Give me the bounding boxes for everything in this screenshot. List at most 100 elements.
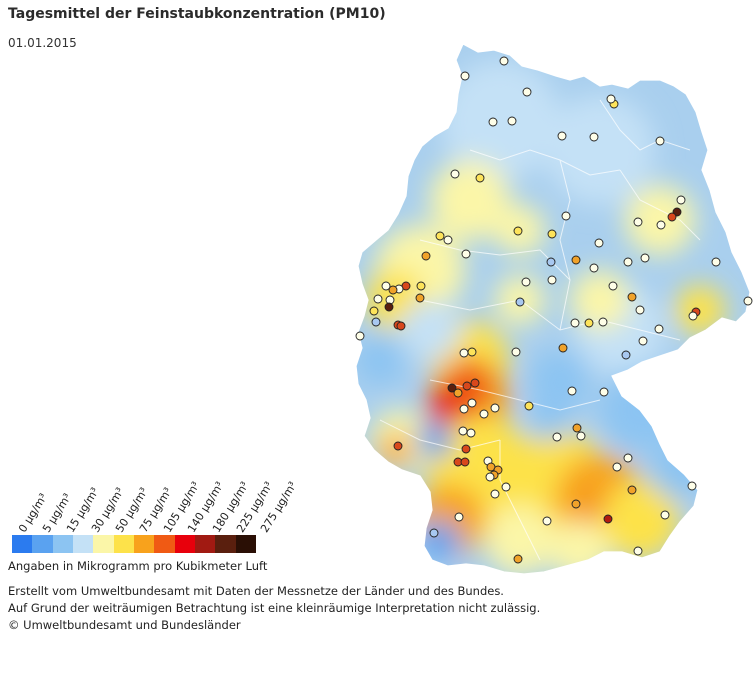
measuring-station-marker bbox=[638, 336, 648, 346]
measuring-station-marker bbox=[627, 485, 637, 495]
measuring-station-marker bbox=[461, 444, 471, 454]
measuring-station-marker bbox=[567, 386, 577, 396]
measuring-station-marker bbox=[435, 231, 445, 241]
measuring-station-marker bbox=[656, 220, 666, 230]
measuring-station-marker bbox=[429, 528, 439, 538]
measuring-station-marker bbox=[381, 281, 391, 291]
measuring-station-marker bbox=[572, 423, 582, 433]
measuring-station-marker bbox=[450, 169, 460, 179]
measuring-station-marker bbox=[459, 348, 469, 358]
measuring-station-marker bbox=[633, 217, 643, 227]
measuring-station-marker bbox=[623, 257, 633, 267]
measuring-station-marker bbox=[547, 275, 557, 285]
measuring-station-marker bbox=[475, 173, 485, 183]
measuring-station-marker bbox=[499, 56, 509, 66]
measuring-station-marker bbox=[561, 211, 571, 221]
measuring-station-marker bbox=[355, 331, 365, 341]
measuring-station-marker bbox=[466, 428, 476, 438]
map-title: Tagesmittel der Feinstaubkonzentration (… bbox=[8, 6, 386, 22]
measuring-station-marker bbox=[460, 71, 470, 81]
measuring-station-marker bbox=[373, 294, 383, 304]
legend-color-bar bbox=[12, 535, 256, 553]
measuring-station-marker bbox=[454, 512, 464, 522]
measuring-station-marker bbox=[421, 251, 431, 261]
measuring-station-marker bbox=[460, 457, 470, 467]
measuring-station-marker bbox=[416, 281, 426, 291]
measuring-station-marker bbox=[546, 257, 556, 267]
measuring-station-marker bbox=[606, 94, 616, 104]
legend-color-swatch bbox=[194, 535, 216, 553]
measuring-station-marker bbox=[676, 195, 686, 205]
measuring-station-marker bbox=[603, 514, 613, 524]
measuring-station-marker bbox=[627, 292, 637, 302]
measuring-station-marker bbox=[396, 321, 406, 331]
measuring-station-marker bbox=[612, 462, 622, 472]
measuring-station-marker bbox=[711, 257, 721, 267]
measuring-station-marker bbox=[655, 136, 665, 146]
measuring-station-marker bbox=[443, 235, 453, 245]
measuring-station-marker bbox=[608, 281, 618, 291]
measuring-station-marker bbox=[470, 378, 480, 388]
legend-tick-labels: 0 µg/m³ 5 µg/m³ 15 µg/m³ 30 µg/m³ 50 µg/m³ 75… bbox=[0, 0, 300, 560]
measuring-station-marker bbox=[660, 510, 670, 520]
measuring-station-marker bbox=[485, 472, 495, 482]
measuring-station-marker bbox=[547, 229, 557, 239]
legend-color-swatch bbox=[154, 535, 175, 553]
measuring-station-marker bbox=[507, 116, 517, 126]
measuring-station-marker bbox=[633, 546, 643, 556]
legend-color-swatch bbox=[174, 535, 195, 553]
footer-line-copyright: © Umweltbundesamt und Bundesländer bbox=[8, 618, 241, 632]
measuring-station-marker bbox=[524, 401, 534, 411]
measuring-station-marker bbox=[743, 296, 753, 306]
measuring-station-marker bbox=[594, 238, 604, 248]
measuring-station-marker bbox=[571, 255, 581, 265]
footer-line-disclaimer: Auf Grund der weiträumigen Betrachtung i… bbox=[8, 601, 541, 615]
legend-color-swatch bbox=[32, 535, 53, 553]
measuring-station-marker bbox=[557, 131, 567, 141]
measuring-station-marker bbox=[384, 302, 394, 312]
measuring-station-marker bbox=[552, 432, 562, 442]
measuring-station-marker bbox=[667, 212, 677, 222]
measuring-station-marker bbox=[461, 249, 471, 259]
measuring-station-marker bbox=[515, 297, 525, 307]
measuring-station-marker bbox=[589, 263, 599, 273]
measuring-station-marker bbox=[371, 317, 381, 327]
measuring-station-marker bbox=[589, 132, 599, 142]
measuring-station-marker bbox=[369, 306, 379, 316]
measuring-station-marker bbox=[459, 404, 469, 414]
measuring-station-marker bbox=[513, 226, 523, 236]
measuring-station-marker bbox=[571, 499, 581, 509]
legend-color-swatch bbox=[93, 535, 114, 553]
measuring-station-marker bbox=[467, 347, 477, 357]
footer-notes: Erstellt vom Umweltbundesamt mit Daten d… bbox=[8, 583, 540, 634]
measuring-station-marker bbox=[415, 293, 425, 303]
measuring-station-marker bbox=[501, 482, 511, 492]
measuring-station-marker bbox=[453, 388, 463, 398]
measuring-station-marker bbox=[584, 318, 594, 328]
measuring-station-marker bbox=[621, 350, 631, 360]
measuring-station-marker bbox=[488, 117, 498, 127]
measuring-station-marker bbox=[570, 318, 580, 328]
measuring-station-marker bbox=[388, 285, 398, 295]
germany-pm10-map bbox=[355, 43, 753, 575]
measuring-station-marker bbox=[447, 383, 457, 393]
measuring-station-marker bbox=[640, 253, 650, 263]
measuring-station-marker bbox=[490, 403, 500, 413]
measuring-station-marker bbox=[687, 481, 697, 491]
measuring-station-marker bbox=[654, 324, 664, 334]
measuring-station-marker bbox=[490, 489, 500, 499]
measuring-station-marker bbox=[393, 441, 403, 451]
measuring-station-marker bbox=[479, 409, 489, 419]
legend-color-swatch bbox=[12, 535, 33, 553]
measuring-station-marker bbox=[462, 381, 472, 391]
measuring-station-marker bbox=[635, 305, 645, 315]
map-date: 01.01.2015 bbox=[8, 36, 77, 50]
measuring-station-marker bbox=[513, 554, 523, 564]
measuring-station-marker bbox=[599, 387, 609, 397]
measuring-station-marker bbox=[511, 347, 521, 357]
measuring-station-marker bbox=[623, 453, 633, 463]
legend-unit-label: Angaben in Mikrogramm pro Kubikmeter Luf… bbox=[8, 559, 268, 573]
legend-color-swatch bbox=[133, 535, 155, 553]
measuring-station-marker bbox=[598, 317, 608, 327]
legend-color-swatch bbox=[215, 535, 236, 553]
